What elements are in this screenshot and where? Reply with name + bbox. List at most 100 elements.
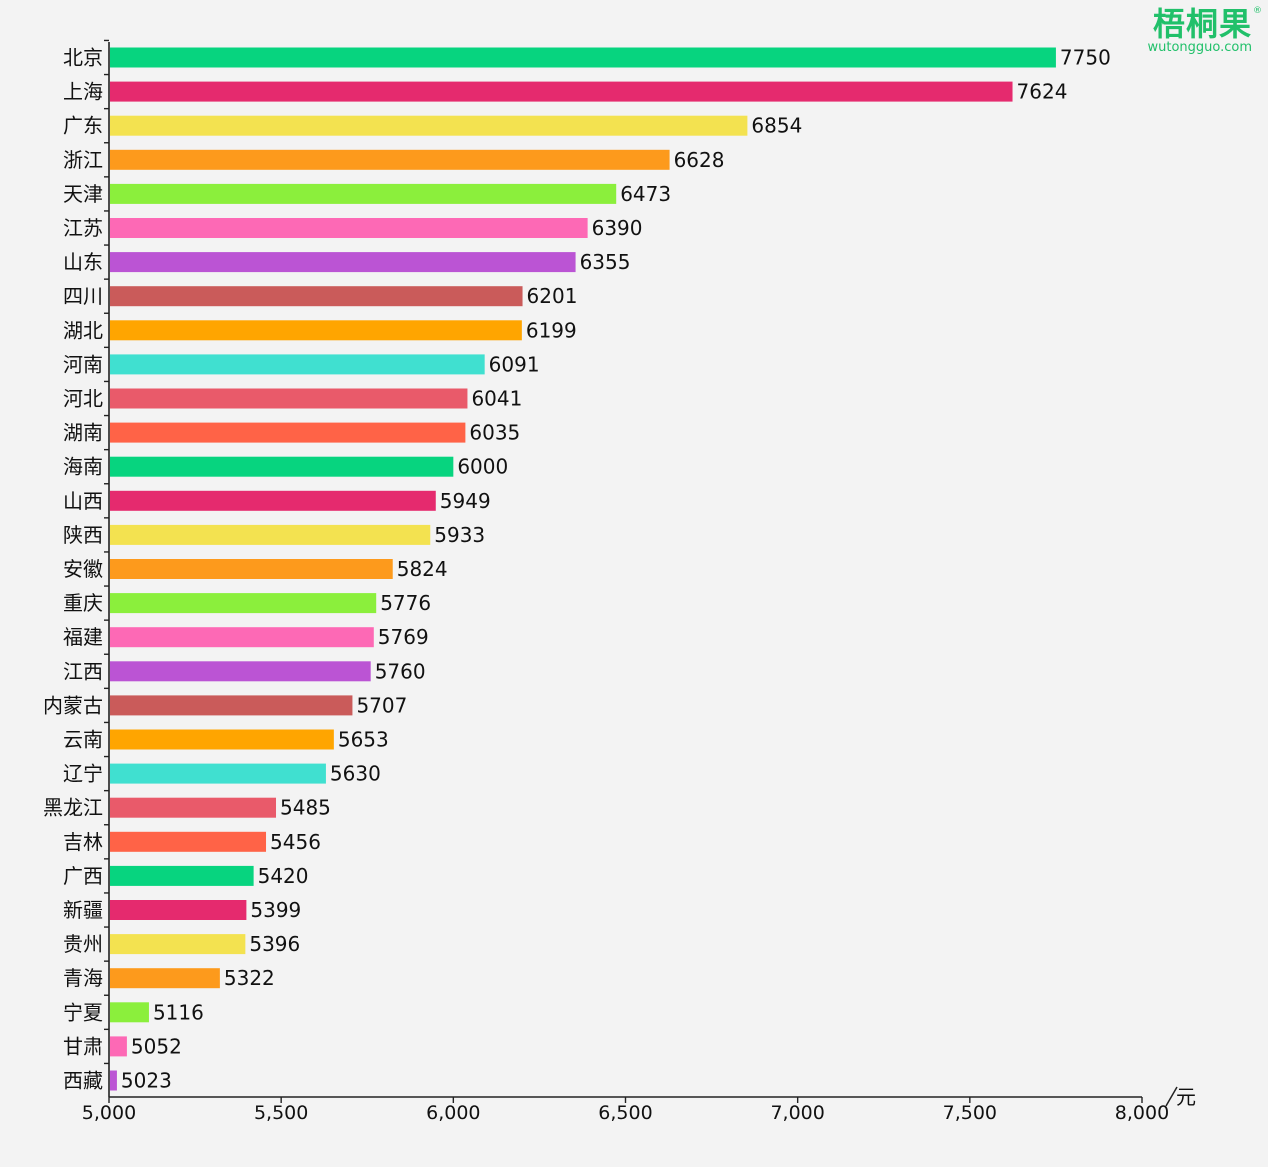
bar-3 bbox=[110, 115, 748, 136]
bar-18 bbox=[110, 627, 374, 648]
data-label: 6390 bbox=[592, 216, 643, 240]
bar-21 bbox=[110, 729, 334, 750]
data-label: 6201 bbox=[527, 284, 578, 308]
category-label: 广西 bbox=[63, 864, 103, 888]
category-label: 山西 bbox=[63, 489, 103, 513]
bar-19 bbox=[110, 661, 371, 682]
bar-13 bbox=[110, 456, 454, 477]
data-label: 7624 bbox=[1017, 80, 1068, 104]
x-tick-label: 5,500 bbox=[254, 1102, 308, 1124]
bar-4 bbox=[110, 149, 670, 170]
data-label: 5023 bbox=[121, 1069, 172, 1093]
data-label: 5760 bbox=[375, 659, 426, 683]
category-label: 吉林 bbox=[63, 830, 103, 854]
category-label: 湖北 bbox=[63, 318, 103, 342]
data-label: 6854 bbox=[751, 114, 802, 138]
bar-30 bbox=[110, 1036, 127, 1057]
brand-registered-mark: ® bbox=[1253, 6, 1262, 16]
category-labels-group: 北京上海广东浙江天津江苏山东四川湖北河南河北湖南海南山西陕西安徽重庆福建江西内蒙… bbox=[43, 46, 103, 1093]
data-label: 6355 bbox=[580, 250, 631, 274]
category-label: 贵州 bbox=[63, 932, 103, 956]
category-label: 河北 bbox=[63, 387, 103, 411]
data-label: 5653 bbox=[338, 728, 389, 752]
x-tick-label: 6,000 bbox=[426, 1102, 480, 1124]
bar-29 bbox=[110, 1002, 149, 1023]
bar-28 bbox=[110, 968, 220, 989]
x-tick-label: 7,500 bbox=[943, 1102, 997, 1124]
unit-slash bbox=[1165, 1086, 1178, 1107]
bars-group bbox=[110, 47, 1056, 1091]
bar-27 bbox=[110, 934, 246, 955]
data-label: 6199 bbox=[526, 318, 577, 342]
bar-9 bbox=[110, 320, 522, 341]
bar-12 bbox=[110, 422, 466, 443]
category-label: 云南 bbox=[63, 728, 103, 752]
data-label: 5769 bbox=[378, 625, 429, 649]
category-label: 浙江 bbox=[63, 148, 103, 172]
category-label: 江苏 bbox=[63, 216, 103, 240]
bar-26 bbox=[110, 900, 247, 920]
category-label: 安徽 bbox=[63, 557, 103, 581]
brand-logo-name: 梧桐果 bbox=[1152, 5, 1252, 43]
category-label: 山东 bbox=[63, 250, 103, 274]
brand-logo-site: wutongguo.com bbox=[1147, 40, 1252, 55]
data-label: 6000 bbox=[457, 455, 508, 479]
bar-31 bbox=[110, 1070, 117, 1091]
category-label: 福建 bbox=[63, 625, 103, 649]
category-label: 青海 bbox=[63, 966, 103, 990]
bar-24 bbox=[110, 831, 267, 852]
bar-25 bbox=[110, 865, 254, 886]
x-tick-label: 7,000 bbox=[770, 1102, 824, 1124]
data-label: 6091 bbox=[489, 352, 540, 376]
bar-7 bbox=[110, 252, 576, 273]
category-label: 辽宁 bbox=[63, 762, 103, 786]
category-label: 湖南 bbox=[63, 421, 103, 445]
data-label: 5420 bbox=[258, 864, 309, 888]
category-label: 河南 bbox=[63, 352, 103, 376]
x-tick-label: 6,500 bbox=[598, 1102, 652, 1124]
category-label: 内蒙古 bbox=[43, 693, 103, 717]
data-label: 5776 bbox=[380, 591, 431, 615]
data-label: 5116 bbox=[153, 1000, 204, 1024]
category-label: 黑龙江 bbox=[43, 796, 103, 820]
bar-23 bbox=[110, 797, 277, 818]
bar-2 bbox=[110, 81, 1013, 102]
data-label: 6035 bbox=[469, 421, 520, 445]
bar-15 bbox=[110, 524, 431, 545]
category-label: 陕西 bbox=[63, 523, 103, 547]
data-label: 5933 bbox=[434, 523, 485, 547]
axes-group: 5,000 5,500 6,000 6,500 7,000 7,500 8,000 元 bbox=[82, 39, 1196, 1124]
x-tick-label: 8,000 bbox=[1115, 1102, 1169, 1124]
data-label: 5485 bbox=[280, 796, 331, 820]
category-label: 重庆 bbox=[63, 591, 103, 615]
data-label: 6041 bbox=[471, 387, 522, 411]
bar-1 bbox=[110, 47, 1056, 68]
data-label: 6473 bbox=[620, 182, 671, 206]
data-label: 5949 bbox=[440, 489, 491, 513]
x-axis-unit-label: 元 bbox=[1176, 1085, 1196, 1109]
bar-20 bbox=[110, 695, 353, 716]
data-label: 7750 bbox=[1060, 46, 1111, 70]
category-label: 新疆 bbox=[63, 898, 103, 922]
category-label: 江西 bbox=[63, 659, 103, 683]
category-label: 北京 bbox=[63, 46, 103, 70]
data-label: 5396 bbox=[249, 932, 300, 956]
data-label: 5322 bbox=[224, 966, 275, 990]
data-label: 5630 bbox=[330, 762, 381, 786]
bar-14 bbox=[110, 490, 436, 511]
data-label: 6628 bbox=[674, 148, 725, 172]
category-label: 上海 bbox=[63, 80, 103, 104]
bar-17 bbox=[110, 593, 377, 614]
data-label: 5052 bbox=[131, 1034, 182, 1058]
bar-11 bbox=[110, 388, 468, 409]
data-label: 5399 bbox=[250, 898, 301, 922]
category-label: 广东 bbox=[63, 114, 103, 138]
data-label: 5707 bbox=[356, 693, 407, 717]
category-label: 宁夏 bbox=[63, 1000, 103, 1024]
category-label: 西藏 bbox=[63, 1069, 103, 1093]
x-tick-label: 5,000 bbox=[82, 1102, 136, 1124]
bar-6 bbox=[110, 218, 588, 238]
category-label: 海南 bbox=[63, 455, 103, 479]
